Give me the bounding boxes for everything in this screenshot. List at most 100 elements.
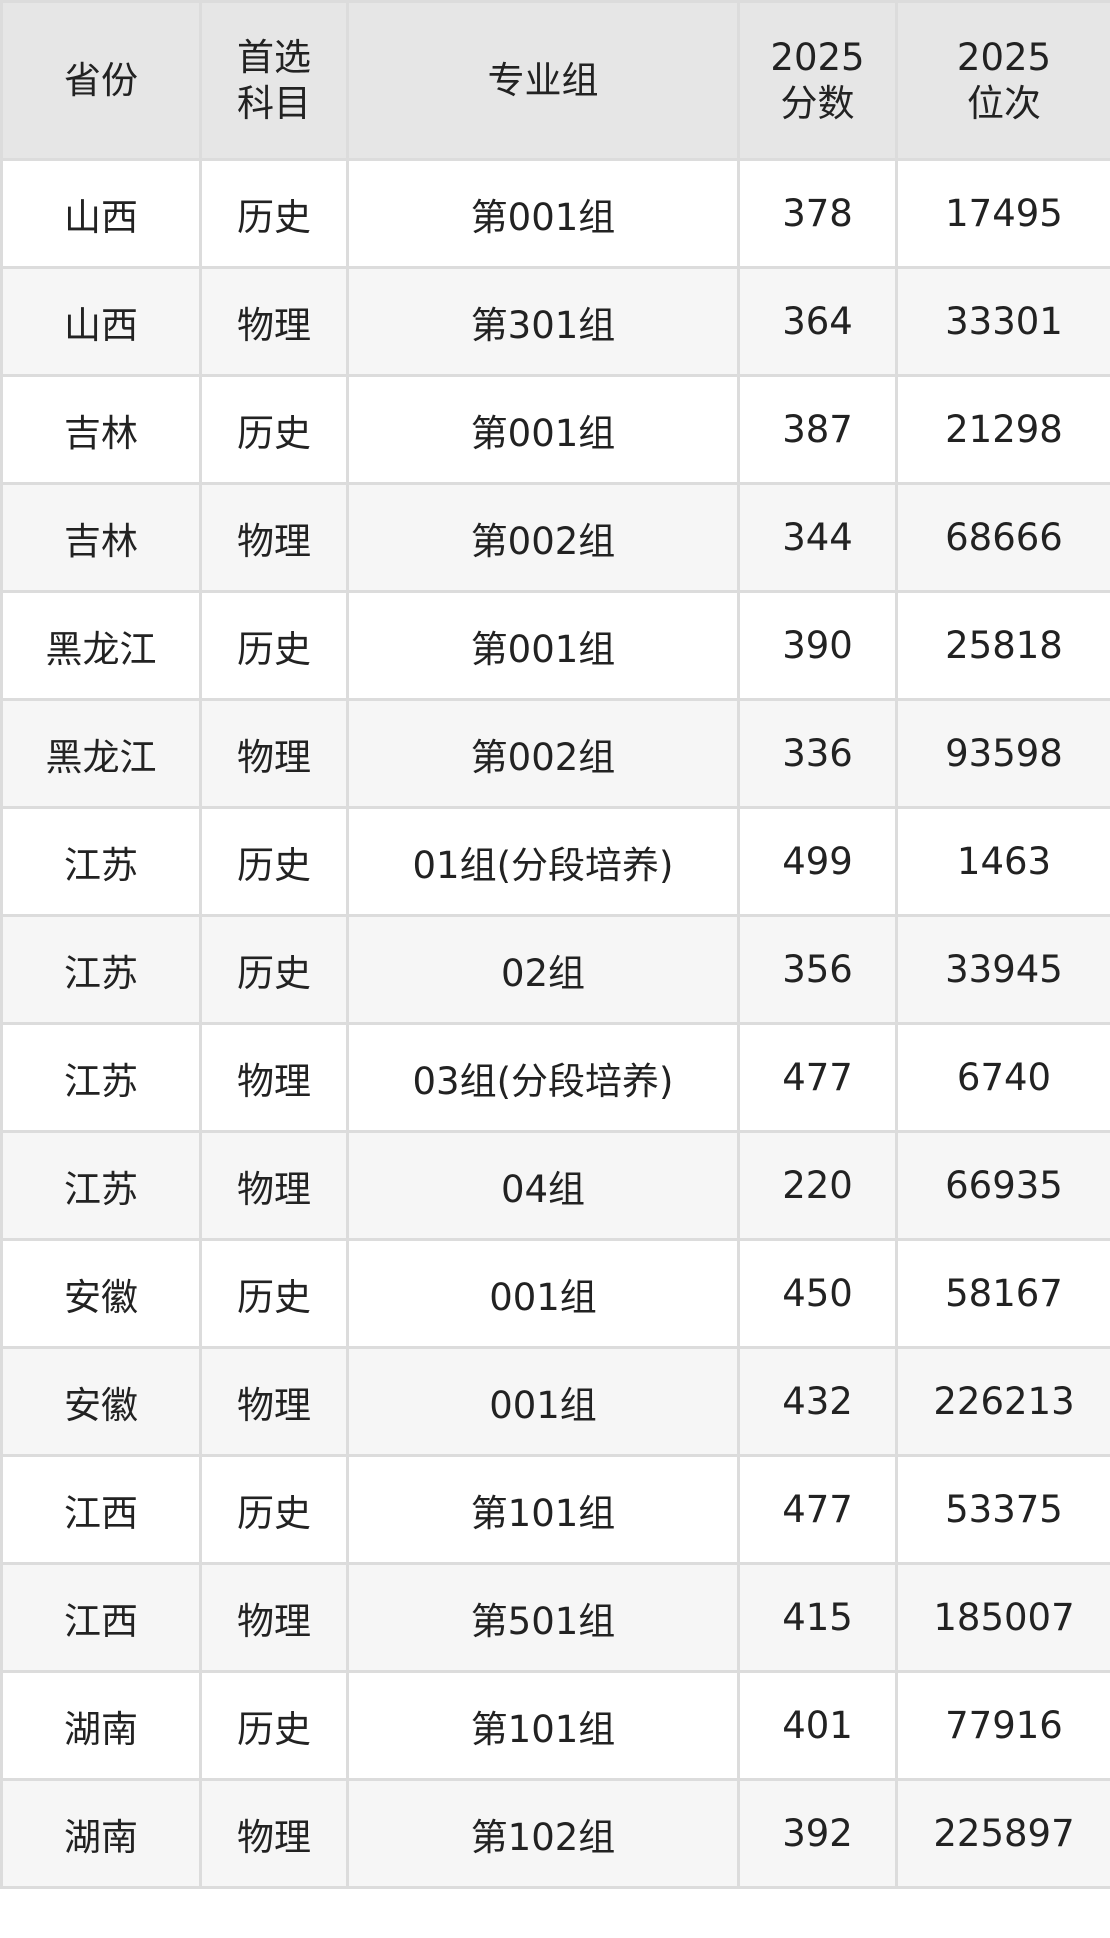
cell-major-group: 001组 [346, 1346, 740, 1457]
cell-province: 湖南 [0, 1778, 202, 1889]
table-row: 吉林 历史 第001组 387 21298 [0, 374, 1110, 485]
cell-subject: 历史 [199, 1454, 349, 1565]
header-score: 2025 分数 [737, 0, 898, 161]
header-rank-line: 位次 [967, 81, 1041, 125]
cell-score: 499 [737, 806, 898, 917]
cell-province: 黑龙江 [0, 698, 202, 809]
cell-score: 336 [737, 698, 898, 809]
cell-major-group: 第102组 [346, 1778, 740, 1889]
table-row: 江西 历史 第101组 477 53375 [0, 1454, 1110, 1565]
cell-subject: 物理 [199, 482, 349, 593]
cell-score: 401 [737, 1670, 898, 1781]
cell-rank: 68666 [895, 482, 1110, 593]
cell-major-group: 001组 [346, 1238, 740, 1349]
cell-rank: 93598 [895, 698, 1110, 809]
cell-subject: 历史 [199, 158, 349, 269]
cell-rank: 77916 [895, 1670, 1110, 1781]
cell-major-group: 第501组 [346, 1562, 740, 1673]
cell-subject: 历史 [199, 914, 349, 1025]
cell-major-group: 02组 [346, 914, 740, 1025]
table-row: 江苏 物理 03组(分段培养) 477 6740 [0, 1022, 1110, 1133]
cell-major-group: 第301组 [346, 266, 740, 377]
cell-province: 安徽 [0, 1238, 202, 1349]
table-row: 吉林 物理 第002组 344 68666 [0, 482, 1110, 593]
header-province: 省份 [0, 0, 202, 161]
table-row: 湖南 历史 第101组 401 77916 [0, 1670, 1110, 1781]
header-subject-line: 首选 [237, 35, 311, 79]
header-row: 省份 首选 科目 专业组 2025 分数 2025 位次 [0, 0, 1110, 161]
table-row: 山西 物理 第301组 364 33301 [0, 266, 1110, 377]
cell-province: 江苏 [0, 914, 202, 1025]
cell-score: 477 [737, 1454, 898, 1565]
cell-major-group: 第002组 [346, 482, 740, 593]
cell-province: 江苏 [0, 1130, 202, 1241]
cell-rank: 185007 [895, 1562, 1110, 1673]
cell-subject: 物理 [199, 266, 349, 377]
cell-province: 安徽 [0, 1346, 202, 1457]
cell-subject: 物理 [199, 1130, 349, 1241]
cell-subject: 物理 [199, 1562, 349, 1673]
cell-province: 山西 [0, 158, 202, 269]
cell-subject: 历史 [199, 1238, 349, 1349]
table-row: 江苏 物理 04组 220 66935 [0, 1130, 1110, 1241]
cell-score: 432 [737, 1346, 898, 1457]
header-major-group-line: 专业组 [487, 58, 599, 102]
cell-rank: 21298 [895, 374, 1110, 485]
cell-score: 415 [737, 1562, 898, 1673]
cell-major-group: 第001组 [346, 590, 740, 701]
table-row: 山西 历史 第001组 378 17495 [0, 158, 1110, 269]
cell-score: 378 [737, 158, 898, 269]
cell-province: 江西 [0, 1562, 202, 1673]
cell-subject: 物理 [199, 698, 349, 809]
cell-rank: 17495 [895, 158, 1110, 269]
cell-major-group: 第001组 [346, 374, 740, 485]
cell-province: 山西 [0, 266, 202, 377]
cell-subject: 物理 [199, 1778, 349, 1889]
cell-rank: 58167 [895, 1238, 1110, 1349]
table-body: 山西 历史 第001组 378 17495 山西 物理 第301组 364 33301 吉林 历史 第0… [0, 158, 1110, 1889]
cell-province: 吉林 [0, 374, 202, 485]
cell-subject: 历史 [199, 806, 349, 917]
cell-province: 江苏 [0, 1022, 202, 1133]
cell-province: 江西 [0, 1454, 202, 1565]
table-row: 江苏 历史 01组(分段培养) 499 1463 [0, 806, 1110, 917]
header-subject: 首选 科目 [199, 0, 349, 161]
cell-major-group: 04组 [346, 1130, 740, 1241]
cell-score: 344 [737, 482, 898, 593]
cell-major-group: 第002组 [346, 698, 740, 809]
cell-rank: 226213 [895, 1346, 1110, 1457]
cell-score: 390 [737, 590, 898, 701]
admission-scores-table: 省份 首选 科目 专业组 2025 分数 2025 位次 山西 历史 第001组 378 17495 山… [0, 0, 1110, 1889]
cell-rank: 53375 [895, 1454, 1110, 1565]
cell-rank: 6740 [895, 1022, 1110, 1133]
header-rank: 2025 位次 [895, 0, 1110, 161]
cell-score: 477 [737, 1022, 898, 1133]
cell-rank: 225897 [895, 1778, 1110, 1889]
table-row: 黑龙江 历史 第001组 390 25818 [0, 590, 1110, 701]
table-row: 安徽 历史 001组 450 58167 [0, 1238, 1110, 1349]
cell-province: 黑龙江 [0, 590, 202, 701]
cell-subject: 历史 [199, 1670, 349, 1781]
cell-province: 湖南 [0, 1670, 202, 1781]
cell-rank: 66935 [895, 1130, 1110, 1241]
cell-score: 450 [737, 1238, 898, 1349]
table-row: 安徽 物理 001组 432 226213 [0, 1346, 1110, 1457]
table-row: 江苏 历史 02组 356 33945 [0, 914, 1110, 1025]
header-rank-line: 2025 [956, 35, 1052, 79]
cell-major-group: 第001组 [346, 158, 740, 269]
cell-score: 356 [737, 914, 898, 1025]
cell-score: 387 [737, 374, 898, 485]
cell-major-group: 01组(分段培养) [346, 806, 740, 917]
cell-major-group: 第101组 [346, 1454, 740, 1565]
cell-rank: 33301 [895, 266, 1110, 377]
table-row: 黑龙江 物理 第002组 336 93598 [0, 698, 1110, 809]
header-score-line: 分数 [780, 81, 855, 125]
cell-subject: 物理 [199, 1346, 349, 1457]
cell-rank: 1463 [895, 806, 1110, 917]
cell-score: 220 [737, 1130, 898, 1241]
cell-province: 江苏 [0, 806, 202, 917]
cell-subject: 物理 [199, 1022, 349, 1133]
header-province-line: 省份 [64, 58, 138, 102]
cell-rank: 25818 [895, 590, 1110, 701]
cell-score: 364 [737, 266, 898, 377]
